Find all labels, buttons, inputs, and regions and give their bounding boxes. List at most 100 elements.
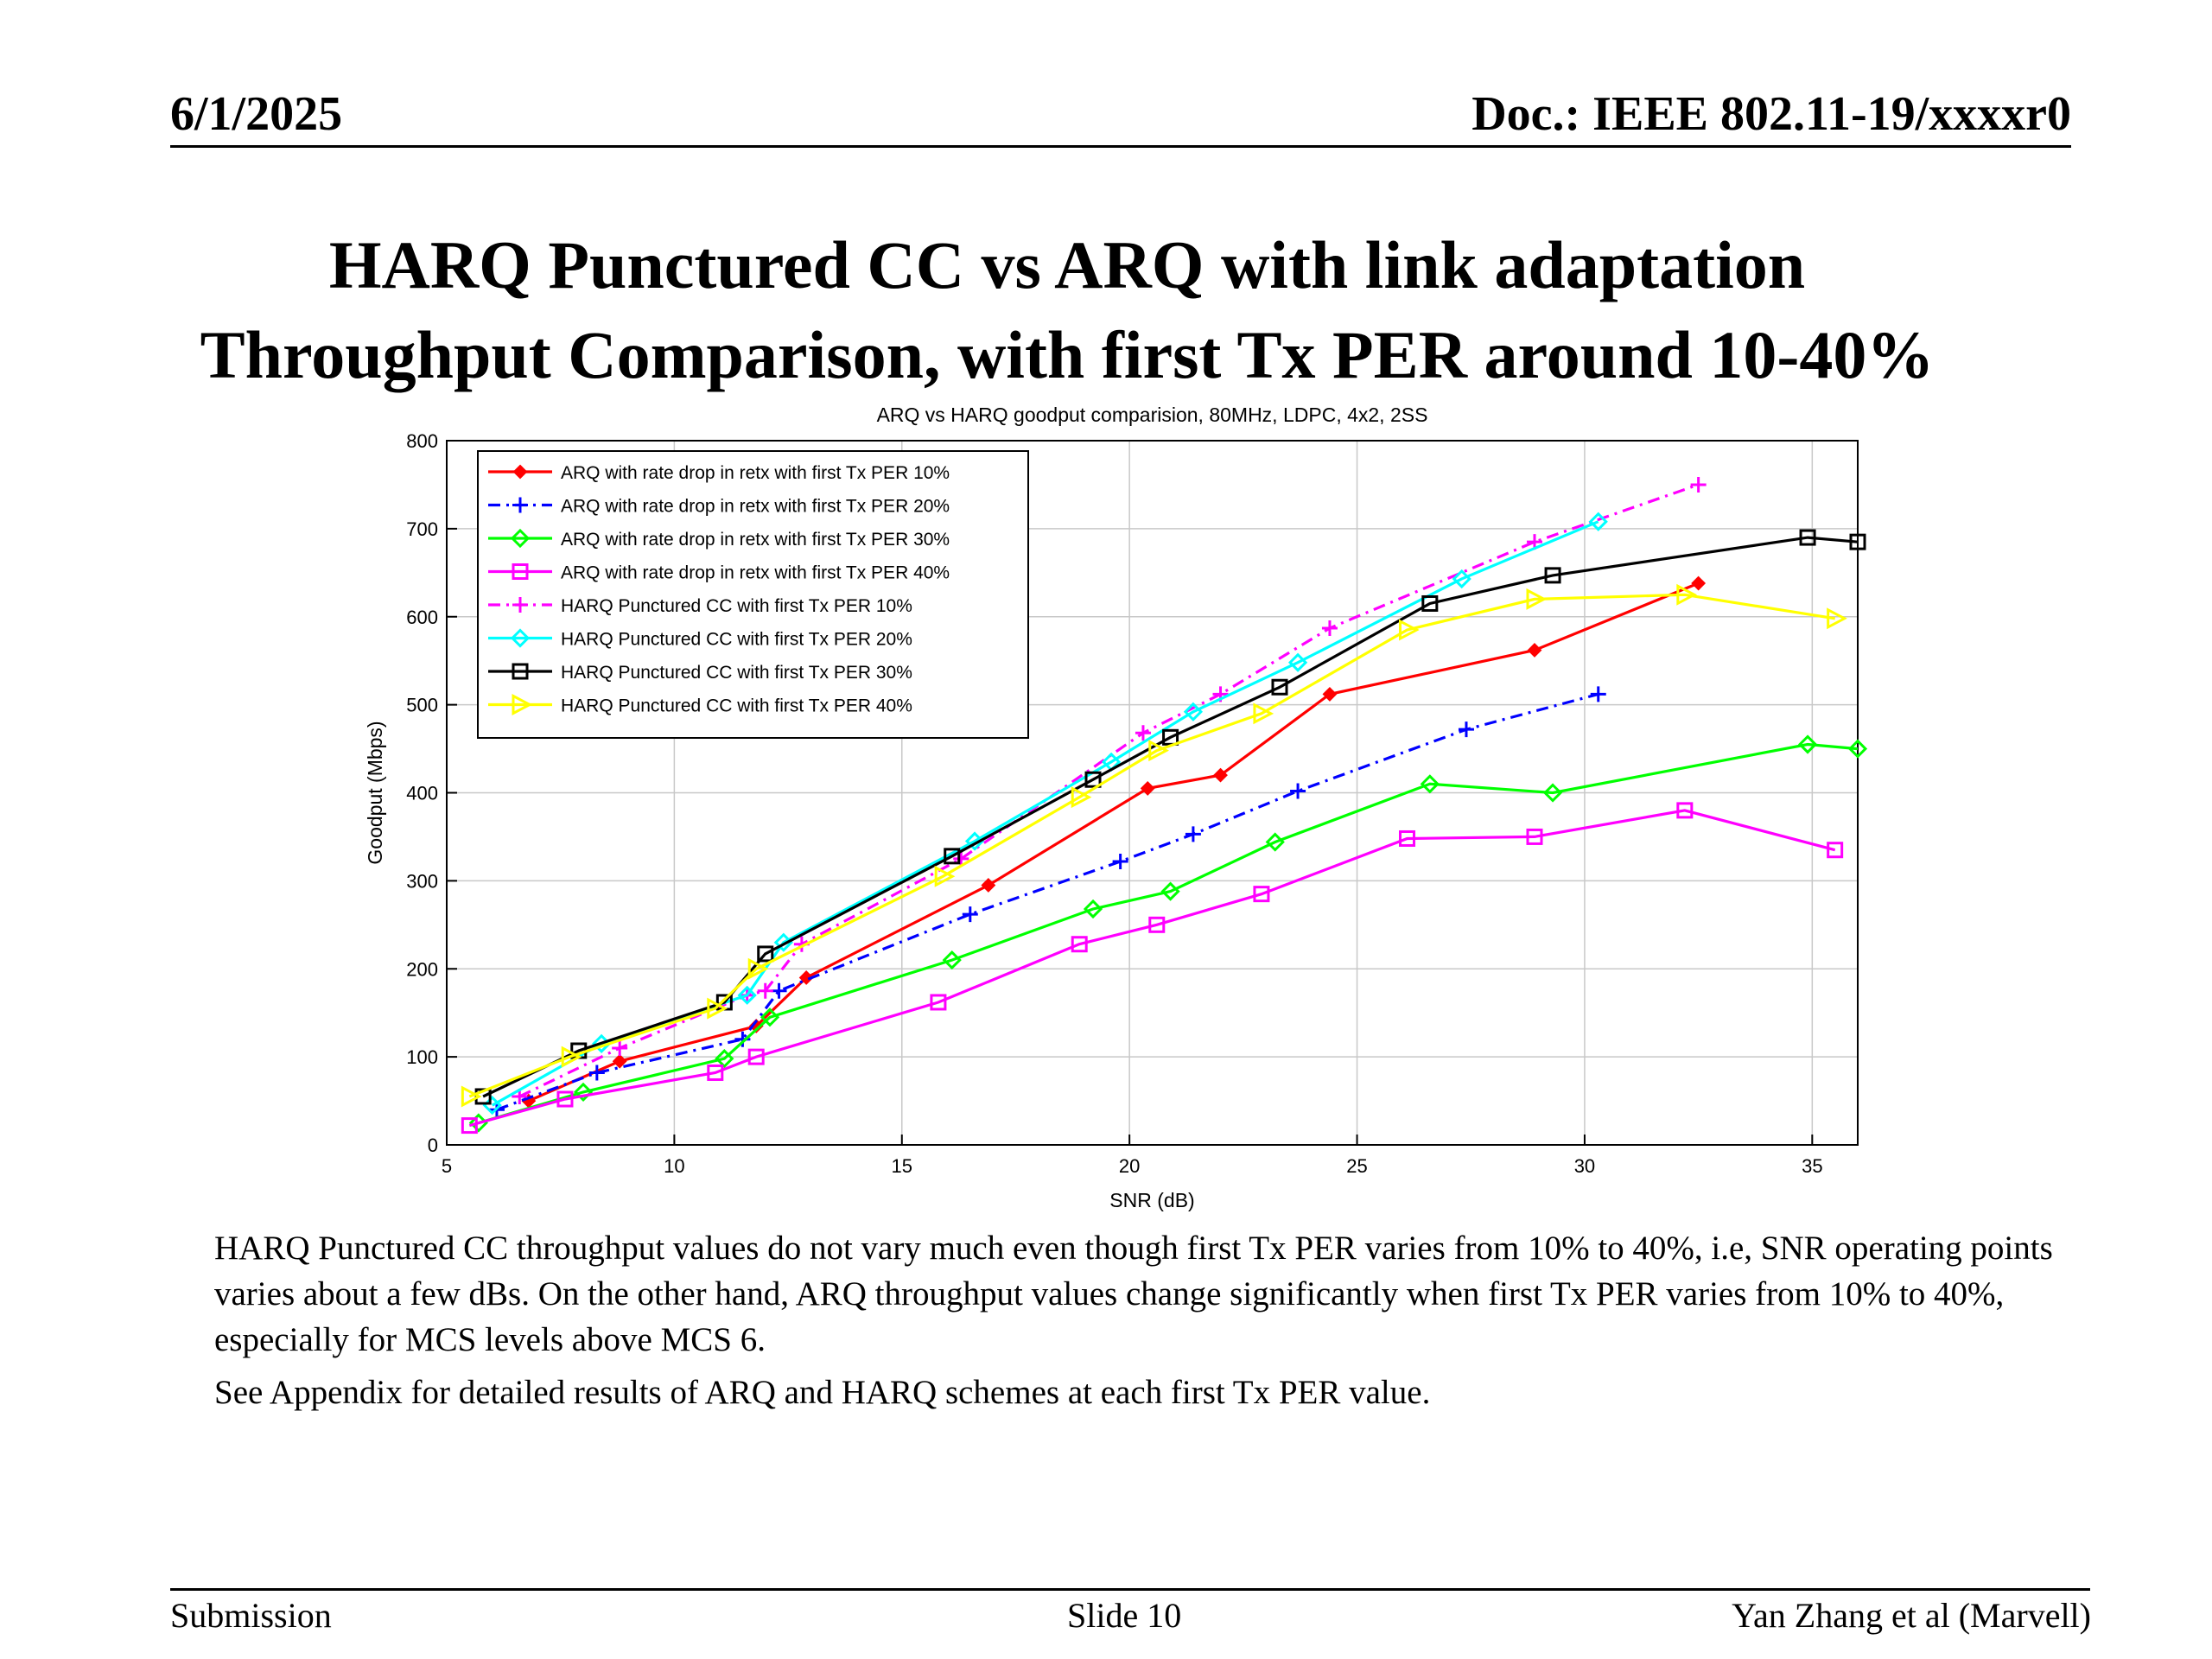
legend-box (477, 450, 1029, 739)
series-8-point (1827, 607, 1847, 630)
legend-label-4: ARQ with rate drop in retx with first Tx… (561, 563, 950, 583)
series-1-point (981, 878, 996, 893)
legend-marker-2 (512, 497, 528, 513)
y-tick-label: 500 (406, 695, 438, 716)
series-line-7 (482, 536, 1858, 1098)
series-8-point (561, 1046, 582, 1068)
series-4-point (707, 1064, 724, 1081)
series-2-point (962, 906, 978, 923)
x-tick-label: 10 (664, 1155, 684, 1177)
y-tick-label: 0 (428, 1135, 438, 1156)
series-3-point (715, 1049, 734, 1069)
series-4-point (1148, 916, 1166, 933)
series-3-point (1420, 774, 1440, 794)
series-8-point (1071, 786, 1092, 809)
series-3-point (1160, 881, 1180, 901)
series-1-point (1213, 767, 1228, 783)
series-7-point (1084, 771, 1102, 788)
x-tick-label: 25 (1346, 1155, 1367, 1177)
footer-divider (170, 1588, 2090, 1591)
series-2-point (771, 982, 787, 999)
series-7-point (1271, 678, 1288, 696)
series-3-point (760, 1007, 780, 1027)
legend-label-6: HARQ Punctured CC with first Tx PER 20% (561, 630, 912, 650)
legend-label-8: HARQ Punctured CC with first Tx PER 40% (561, 696, 912, 716)
body-paragraph-1: HARQ Punctured CC throughput values do n… (214, 1230, 2053, 1358)
series-4-point (930, 994, 947, 1011)
series-7-point (1849, 533, 1866, 550)
legend-marker-3 (510, 528, 531, 549)
series-3-point (1542, 783, 1563, 803)
series-6-point (964, 831, 985, 851)
series-5-point (1321, 620, 1338, 636)
series-6-point (1287, 652, 1308, 672)
series-8-point (1676, 583, 1698, 606)
series-7-point (1421, 594, 1439, 612)
chart-title: ARQ vs HARQ goodput comparision, 80MHz, … (877, 404, 1428, 426)
series-5-point (1690, 476, 1707, 493)
series-3-point (1847, 739, 1868, 759)
legend-marker-6 (510, 628, 531, 648)
legend-marker-8 (512, 694, 533, 715)
series-4-point (461, 1117, 478, 1135)
series-1-point (1691, 575, 1707, 591)
y-tick-label: 300 (406, 870, 438, 892)
x-tick-label: 15 (892, 1155, 912, 1177)
body-paragraph-2: See Appendix for detailed results of ARQ… (214, 1374, 1431, 1411)
goodput-chart: 5 10 15 20 25 30 35 0 100 200 300 400 500 600 700 800 AR… (364, 404, 1868, 1211)
series-1-point (1322, 686, 1338, 702)
series-8-point (1148, 740, 1169, 762)
series-2-point (1185, 826, 1201, 842)
series-7-point (757, 945, 774, 963)
series-1-point (798, 970, 814, 985)
series-2-point (734, 1031, 751, 1047)
series-8-point (461, 1085, 482, 1108)
legend-marker-1 (512, 464, 528, 480)
slide-body: HARQ Punctured CC throughput values do n… (214, 1225, 2098, 1422)
y-axis-label: Goodput (Mbps) (364, 721, 386, 864)
series-4-point (1071, 936, 1088, 953)
y-tick-label: 400 (406, 783, 438, 804)
legend-label-1: ARQ with rate drop in retx with first Tx… (561, 463, 950, 483)
series-2-point (1290, 783, 1306, 799)
footer-submission: Submission (170, 1596, 332, 1635)
y-tick-label: 800 (406, 430, 438, 452)
series-4-point (1676, 802, 1694, 819)
series-4-point (1253, 886, 1270, 903)
legend-marker-4 (512, 563, 529, 580)
slide-title: HARQ Punctured CC vs ARQ with link adapt… (0, 220, 2134, 400)
x-tick-label: 30 (1574, 1155, 1595, 1177)
series-1-point (1140, 780, 1155, 796)
series-5-point (612, 1039, 628, 1056)
slide-title-line-1: HARQ Punctured CC vs ARQ with link adapt… (328, 227, 1806, 302)
series-2-point (1590, 686, 1606, 702)
legend-marker-5 (512, 597, 528, 613)
x-tick-label: 5 (442, 1155, 452, 1177)
series-3-point (1083, 899, 1103, 919)
legend-label-7: HARQ Punctured CC with first Tx PER 30% (561, 663, 912, 683)
series-4-point (1526, 828, 1543, 845)
series-3-point (942, 950, 962, 970)
series-8-point (1526, 588, 1548, 610)
series-1-point (1527, 643, 1542, 658)
series-4-point (1398, 830, 1415, 847)
header-doc-id: Doc.: IEEE 802.11-19/xxxxr0 (1471, 87, 2071, 141)
series-7-point (1544, 567, 1561, 584)
series-7-point (1162, 728, 1179, 746)
series-3-point (1265, 832, 1285, 852)
x-tick-label: 35 (1802, 1155, 1822, 1177)
series-7-point (944, 848, 961, 865)
series-line-1 (528, 582, 1700, 1103)
series-3-point (1797, 734, 1818, 754)
legend-label-2: ARQ with rate drop in retx with first Tx… (561, 497, 950, 517)
series-6-point (1183, 702, 1204, 721)
series-line-8 (468, 593, 1835, 1098)
x-axis-label: SNR (dB) (1109, 1189, 1194, 1211)
series-8-point (1398, 619, 1420, 641)
series-6-point (1588, 512, 1608, 531)
footer-authors: Yan Zhang et al (Marvell) (1732, 1596, 2091, 1635)
legend-label-3: ARQ with rate drop in retx with first Tx… (561, 530, 950, 550)
series-4-point (556, 1090, 574, 1108)
series-2-point (588, 1065, 605, 1081)
footer-slide-number: Slide 10 (1067, 1596, 1182, 1635)
